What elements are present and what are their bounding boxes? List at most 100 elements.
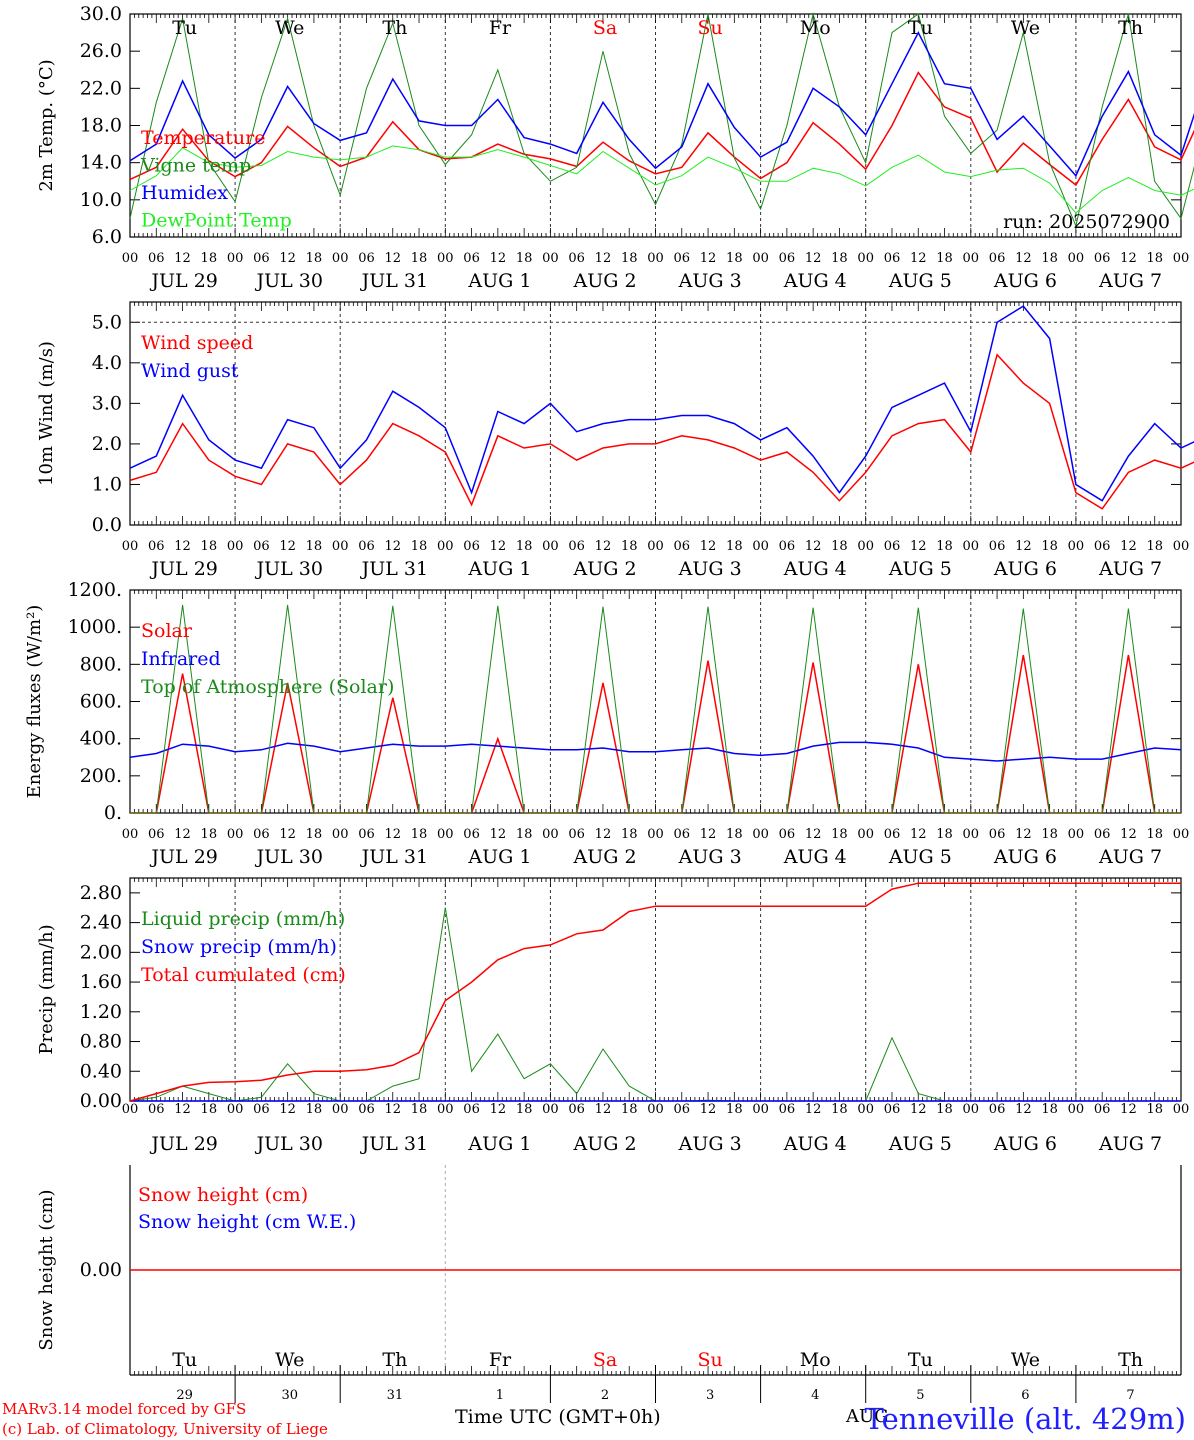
date-label: JUL 29 [149, 270, 217, 292]
y-tick-label: 1000. [68, 616, 122, 638]
y-tick-label: 26.0 [80, 40, 122, 62]
weekday-label: Sa [593, 17, 617, 39]
weekday-label: Mo [800, 17, 831, 39]
x-tick-label: 18 [726, 539, 743, 554]
x-tick-label: 18 [1041, 1102, 1058, 1117]
y-tick-label: 30.0 [80, 3, 122, 25]
x-tick-label: 06 [253, 1102, 270, 1117]
x-tick-label: 18 [936, 539, 953, 554]
weekday-label: We [1011, 17, 1040, 39]
x-tick-label: 12 [279, 827, 296, 842]
date-label: JUL 30 [255, 558, 323, 580]
x-tick-label: 18 [621, 539, 638, 554]
x-tick-label: 06 [148, 827, 165, 842]
legend-entry: Total cumulated (cm) [141, 964, 346, 986]
x-tick-label: 00 [332, 827, 349, 842]
weekday-label: Su [698, 1349, 723, 1371]
date-label: AUG 5 [888, 558, 952, 580]
x-tick-label: 06 [884, 251, 901, 266]
x-tick-label: 06 [884, 1102, 901, 1117]
y-tick-label: 18.0 [80, 115, 122, 137]
x-tick-label: 12 [595, 251, 612, 266]
x-tick-label: 18 [306, 251, 323, 266]
x-tick-label: 00 [542, 251, 559, 266]
date-label: AUG 7 [1098, 558, 1162, 580]
x-tick-label: 18 [1146, 539, 1163, 554]
x-tick-label: 06 [148, 539, 165, 554]
x-tick-label: 12 [700, 827, 717, 842]
x-tick-label: 06 [253, 251, 270, 266]
series-dewpoint-temp-line [129, 145, 1194, 214]
month-label: AUG [846, 1406, 889, 1427]
x-tick-label: 06 [568, 827, 585, 842]
x-tick-label: 00 [963, 827, 980, 842]
x-tick-label: 12 [174, 827, 191, 842]
day-number-label: 1 [496, 1388, 504, 1403]
weekday-label: Th [382, 17, 407, 39]
y-tick-label: 600. [80, 691, 122, 713]
x-tick-label: 06 [148, 251, 165, 266]
x-tick-label: 18 [1146, 251, 1163, 266]
day-number-label: 5 [916, 1388, 924, 1403]
legend-entry: Infrared [141, 648, 221, 670]
day-number-label: 31 [387, 1388, 404, 1403]
x-tick-label: 18 [201, 827, 218, 842]
x-tick-label: 06 [253, 539, 270, 554]
legend-entry: Top of Atmosphere (Solar) [141, 676, 394, 698]
x-tick-label: 00 [542, 539, 559, 554]
x-tick-label: 00 [437, 1102, 454, 1117]
x-tick-label: 06 [568, 539, 585, 554]
lab-credit: (c) Lab. of Climatology, University of L… [2, 1420, 328, 1438]
date-label: JUL 29 [149, 558, 217, 580]
x-tick-label: 00 [227, 1102, 244, 1117]
y-tick-label: 22.0 [80, 77, 122, 99]
y-tick-label: 3.0 [92, 392, 122, 414]
y-tick-label: 0.00 [80, 1259, 122, 1281]
date-label: AUG 2 [573, 846, 637, 868]
x-tick-label: 18 [516, 1102, 533, 1117]
x-tick-label: 06 [1094, 827, 1111, 842]
date-label: AUG 5 [888, 1133, 952, 1155]
x-tick-label: 18 [831, 827, 848, 842]
x-tick-label: 18 [306, 1102, 323, 1117]
x-tick-label: 12 [805, 539, 822, 554]
x-tick-label: 06 [989, 1102, 1006, 1117]
x-tick-label: 00 [122, 1102, 139, 1117]
x-tick-label: 06 [463, 251, 480, 266]
x-tick-label: 12 [700, 539, 717, 554]
panel-5 [129, 1165, 1182, 1403]
date-label: AUG 1 [467, 270, 531, 292]
x-tick-label: 00 [647, 1102, 664, 1117]
x-tick-label: 06 [1094, 1102, 1111, 1117]
y-tick-label: 6.0 [92, 226, 122, 248]
y-tick-label: 1.60 [80, 971, 122, 993]
date-label: AUG 6 [993, 846, 1057, 868]
x-tick-label: 00 [227, 827, 244, 842]
weekday-label: We [275, 1349, 304, 1371]
x-tick-label: 12 [1120, 251, 1137, 266]
x-tick-label: 00 [332, 1102, 349, 1117]
date-label: AUG 1 [467, 1133, 531, 1155]
x-tick-label: 12 [490, 539, 507, 554]
y-axis-label: Snow height (cm) [36, 1189, 57, 1350]
x-tick-label: 00 [1173, 539, 1190, 554]
date-label: AUG 1 [467, 558, 531, 580]
x-tick-label: 12 [1120, 827, 1137, 842]
date-label: JUL 31 [360, 846, 428, 868]
date-label: AUG 2 [573, 558, 637, 580]
x-tick-label: 06 [674, 1102, 691, 1117]
y-tick-label: 5.0 [92, 311, 122, 333]
date-label: AUG 2 [573, 270, 637, 292]
y-tick-label: 10.0 [80, 189, 122, 211]
x-tick-label: 18 [516, 251, 533, 266]
x-tick-label: 06 [358, 251, 375, 266]
day-number-label: 6 [1021, 1388, 1029, 1403]
x-tick-label: 06 [358, 539, 375, 554]
y-tick-label: 2.0 [92, 433, 122, 455]
x-tick-label: 00 [1068, 539, 1085, 554]
weekday-label: Tu [908, 1349, 933, 1371]
date-label: AUG 3 [678, 846, 742, 868]
day-number-label: 2 [601, 1388, 609, 1403]
day-number-label: 3 [706, 1388, 714, 1403]
x-tick-label: 12 [490, 251, 507, 266]
